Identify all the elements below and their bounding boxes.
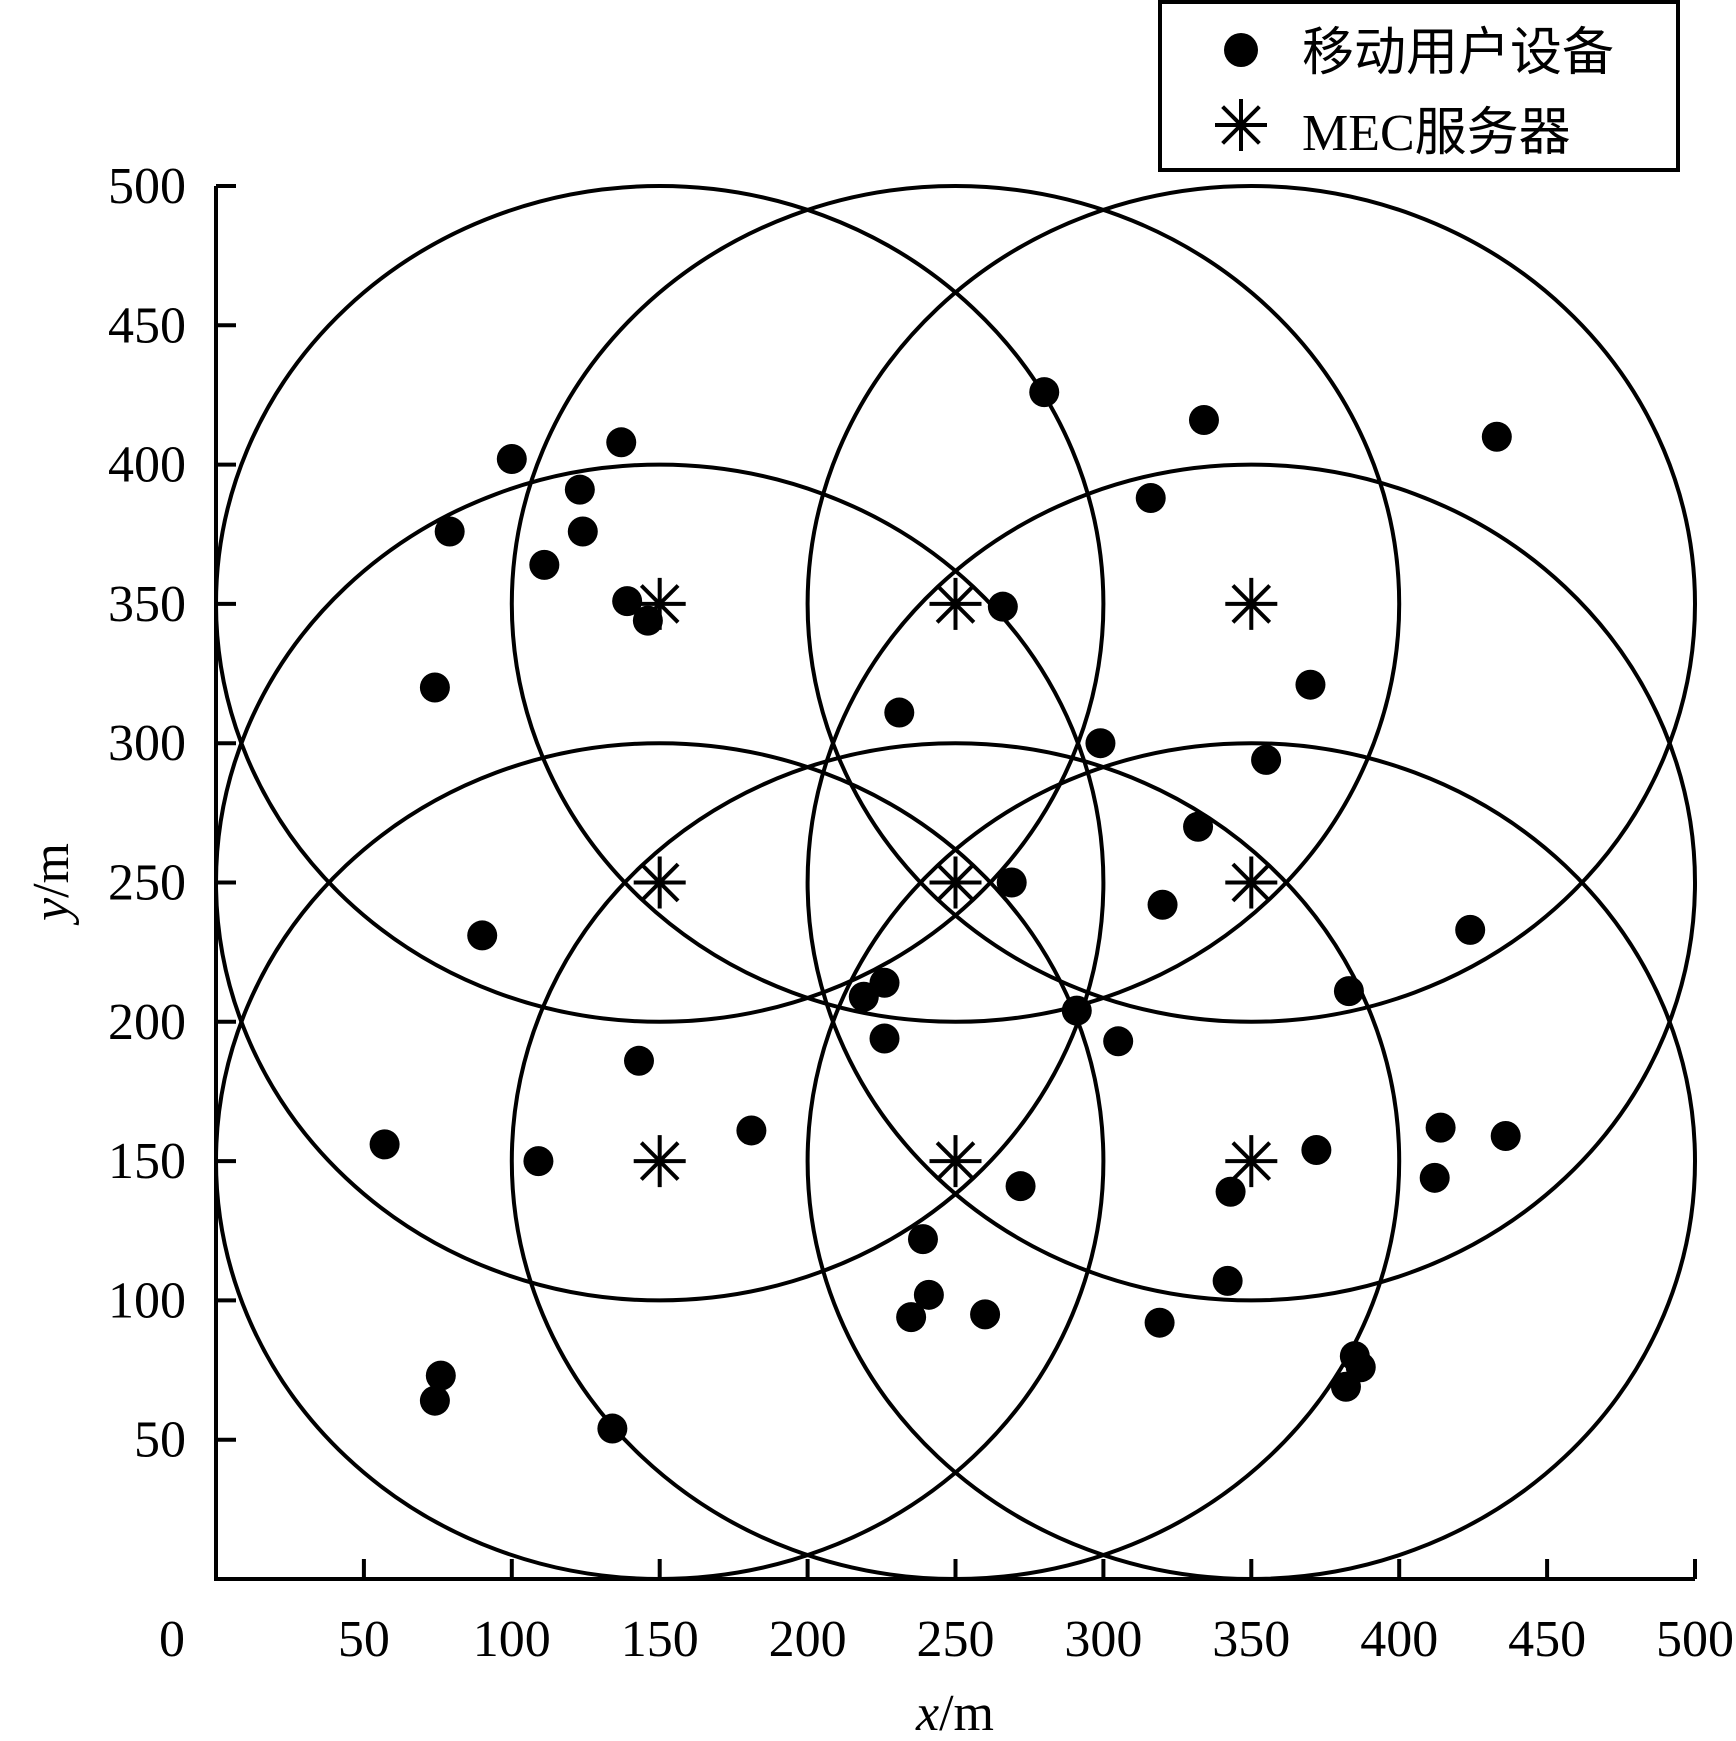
x-tick-label: 350 xyxy=(1212,1611,1290,1668)
user-device-point xyxy=(884,697,915,728)
user-device-point xyxy=(612,586,643,617)
y-tick-label: 200 xyxy=(108,994,186,1051)
user-device-point xyxy=(1183,811,1214,842)
y-axis-label: y/m xyxy=(23,843,80,926)
user-device-point xyxy=(632,605,663,636)
user-device-point xyxy=(1215,1176,1246,1207)
user-device-point xyxy=(1455,914,1486,945)
user-device-point xyxy=(1333,976,1364,1007)
user-device-point xyxy=(419,1385,450,1416)
x-tick-label: 150 xyxy=(621,1611,699,1668)
legend-user-marker xyxy=(1224,33,1258,67)
mec-server-point xyxy=(1225,856,1278,909)
y-tick-label: 50 xyxy=(134,1412,186,1469)
user-device-point xyxy=(913,1279,944,1310)
y-tick-label: 450 xyxy=(108,297,186,354)
user-device-point xyxy=(434,516,465,547)
x-axis-label: x/m xyxy=(915,1685,994,1741)
user-device-point xyxy=(1135,483,1166,514)
data-points xyxy=(369,377,1521,1444)
legend-label-user: 移动用户设备 xyxy=(1302,25,1614,82)
y-tick-label: 100 xyxy=(108,1272,186,1329)
user-device-point xyxy=(1144,1307,1175,1338)
user-device-point xyxy=(1188,405,1219,436)
x-tick-label: 450 xyxy=(1508,1611,1586,1668)
x-tick-label: 200 xyxy=(769,1611,847,1668)
user-device-point xyxy=(419,672,450,703)
axis-labels: 0 x/m y/m xyxy=(23,843,994,1741)
mec-server-point xyxy=(929,856,982,909)
user-device-point xyxy=(907,1224,938,1255)
user-device-point xyxy=(970,1299,1001,1330)
user-device-point xyxy=(1212,1265,1243,1296)
user-device-point xyxy=(1005,1171,1036,1202)
user-device-point xyxy=(564,474,595,505)
x-tick-label: 50 xyxy=(338,1611,390,1668)
ticks: 50 100 150 200 250 300 350 400 450 500 50 100 150 200… xyxy=(108,158,1734,1668)
user-device-point xyxy=(567,516,598,547)
legend-box xyxy=(1158,0,1680,172)
mec-server-point xyxy=(633,577,686,630)
mec-server-point xyxy=(1225,577,1278,630)
user-device-point xyxy=(896,1302,927,1333)
user-device-point xyxy=(869,1023,900,1054)
y-tick-label: 300 xyxy=(108,715,186,772)
user-device-point xyxy=(1029,377,1060,408)
user-device-point xyxy=(467,920,498,951)
user-device-point xyxy=(736,1115,767,1146)
user-device-point xyxy=(1103,1026,1134,1057)
coverage-circle xyxy=(805,462,1698,1303)
y-tick-label: 350 xyxy=(108,576,186,633)
mec-server-point xyxy=(929,577,982,630)
user-device-point xyxy=(1295,669,1326,700)
user-device-point xyxy=(1301,1134,1332,1165)
mec-server-point xyxy=(633,856,686,909)
y-tick-label: 500 xyxy=(108,158,186,215)
user-device-point xyxy=(496,444,527,475)
legend-label-server: MEC服务器 xyxy=(1302,105,1571,162)
y-tick-label: 400 xyxy=(108,437,186,494)
x-tick-label: 300 xyxy=(1064,1611,1142,1668)
coverage-circles xyxy=(214,184,1698,1581)
y-tick-label: 250 xyxy=(108,855,186,912)
x-tick-label: 500 xyxy=(1656,1611,1734,1668)
x-tick-label: 400 xyxy=(1360,1611,1438,1668)
mec-server-point xyxy=(929,1135,982,1188)
x-tick-label: 100 xyxy=(473,1611,551,1668)
user-device-point xyxy=(606,427,637,458)
user-device-point xyxy=(1251,744,1282,775)
user-device-point xyxy=(987,591,1018,622)
user-device-point xyxy=(1425,1112,1456,1143)
mec-server-point xyxy=(633,1135,686,1188)
user-device-point xyxy=(848,981,879,1012)
user-device-point xyxy=(1330,1371,1361,1402)
origin-label: 0 xyxy=(159,1611,185,1668)
user-device-point xyxy=(1147,889,1178,920)
user-device-point xyxy=(425,1360,456,1391)
user-device-point xyxy=(1085,728,1116,759)
legend-server-marker xyxy=(1215,99,1267,151)
user-device-point xyxy=(597,1413,628,1444)
coverage-circle xyxy=(509,184,1402,1024)
coverage-circle xyxy=(805,184,1698,1024)
user-device-point xyxy=(996,867,1027,898)
mec-server-point xyxy=(1225,1135,1278,1188)
user-device-point xyxy=(1061,995,1092,1026)
user-device-point xyxy=(369,1129,400,1160)
user-device-point xyxy=(1419,1162,1450,1193)
user-device-point xyxy=(1490,1121,1521,1152)
user-device-point xyxy=(529,549,560,580)
user-device-point xyxy=(1481,421,1512,452)
legend: 移动用户设备 MEC服务器 xyxy=(1158,0,1680,172)
x-tick-label: 250 xyxy=(917,1611,995,1668)
y-tick-label: 150 xyxy=(108,1133,186,1190)
user-device-point xyxy=(623,1045,654,1076)
user-device-point xyxy=(523,1146,554,1177)
